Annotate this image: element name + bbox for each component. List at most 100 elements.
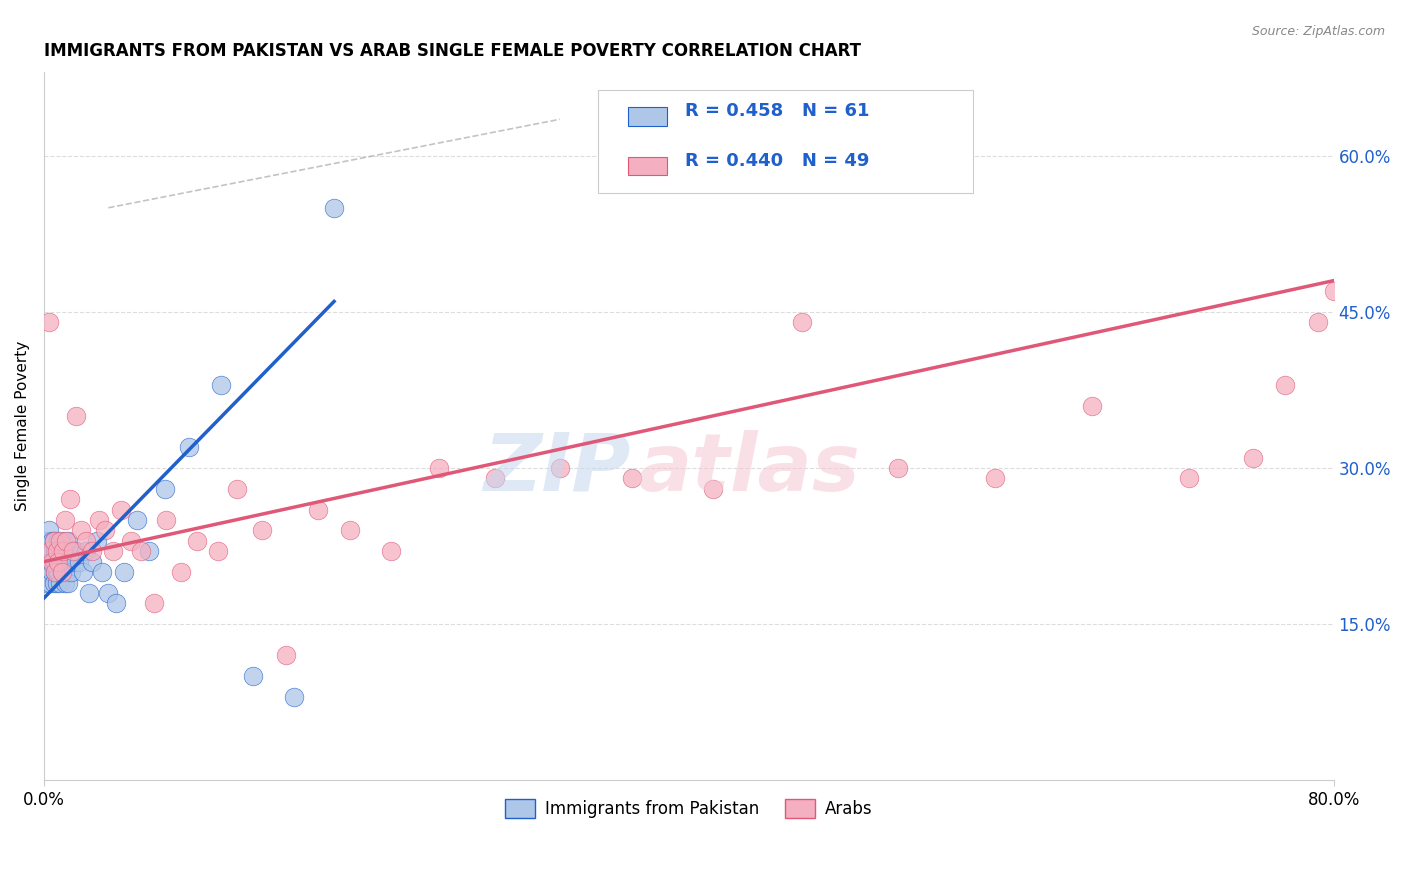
Point bbox=[42, 555, 65, 569]
Point bbox=[283, 690, 305, 704]
Point bbox=[77, 586, 100, 600]
FancyBboxPatch shape bbox=[599, 90, 973, 193]
Point bbox=[90, 565, 112, 579]
Point bbox=[70, 524, 93, 538]
Point bbox=[120, 533, 142, 548]
Point bbox=[49, 544, 72, 558]
Point bbox=[53, 575, 76, 590]
Point bbox=[65, 409, 87, 423]
Point bbox=[37, 533, 59, 548]
Point bbox=[82, 555, 104, 569]
Point bbox=[380, 544, 402, 558]
Point bbox=[49, 575, 72, 590]
Point bbox=[45, 575, 67, 590]
Point bbox=[129, 544, 152, 558]
Point bbox=[1274, 377, 1296, 392]
Point bbox=[307, 502, 329, 516]
Point bbox=[59, 492, 82, 507]
Point bbox=[45, 544, 67, 558]
Point bbox=[38, 565, 60, 579]
Point bbox=[48, 533, 70, 548]
Point bbox=[110, 502, 132, 516]
Point bbox=[52, 533, 75, 548]
Point bbox=[984, 471, 1007, 485]
Point bbox=[887, 461, 910, 475]
Point bbox=[34, 565, 56, 579]
Point bbox=[72, 565, 94, 579]
Point bbox=[39, 575, 62, 590]
Point bbox=[153, 482, 176, 496]
Text: atlas: atlas bbox=[637, 430, 860, 508]
Point bbox=[1323, 284, 1346, 298]
Point bbox=[484, 471, 506, 485]
Text: R = 0.458   N = 61: R = 0.458 N = 61 bbox=[685, 103, 869, 120]
Legend: Immigrants from Pakistan, Arabs: Immigrants from Pakistan, Arabs bbox=[499, 792, 879, 825]
Point bbox=[48, 555, 70, 569]
Point bbox=[621, 471, 644, 485]
Point bbox=[38, 544, 60, 558]
Point bbox=[41, 544, 63, 558]
Point bbox=[55, 555, 77, 569]
Point bbox=[62, 544, 84, 558]
Text: ZIP: ZIP bbox=[484, 430, 631, 508]
FancyBboxPatch shape bbox=[628, 107, 666, 126]
Point bbox=[41, 565, 63, 579]
Point bbox=[75, 544, 97, 558]
Point bbox=[97, 586, 120, 600]
Point bbox=[37, 575, 59, 590]
Point bbox=[1241, 450, 1264, 465]
Point bbox=[87, 513, 110, 527]
Point bbox=[52, 565, 75, 579]
Point bbox=[67, 555, 90, 569]
Point bbox=[45, 544, 67, 558]
Point bbox=[53, 513, 76, 527]
Point bbox=[51, 565, 73, 579]
Point bbox=[65, 544, 87, 558]
Y-axis label: Single Female Poverty: Single Female Poverty bbox=[15, 342, 30, 511]
Point bbox=[114, 565, 136, 579]
Point bbox=[339, 524, 361, 538]
Point bbox=[56, 575, 79, 590]
Point bbox=[103, 544, 125, 558]
Point bbox=[702, 482, 724, 496]
Point bbox=[242, 669, 264, 683]
Point bbox=[82, 544, 104, 558]
Point bbox=[52, 544, 75, 558]
Point bbox=[1177, 471, 1199, 485]
Text: R = 0.440   N = 49: R = 0.440 N = 49 bbox=[685, 152, 869, 169]
Point bbox=[155, 513, 177, 527]
Point bbox=[48, 565, 70, 579]
Point bbox=[51, 544, 73, 558]
Point bbox=[186, 533, 208, 548]
Point bbox=[427, 461, 450, 475]
Point bbox=[49, 555, 72, 569]
Text: Source: ZipAtlas.com: Source: ZipAtlas.com bbox=[1251, 25, 1385, 38]
Point bbox=[790, 315, 813, 329]
Point bbox=[44, 565, 66, 579]
Point bbox=[41, 555, 63, 569]
Point bbox=[39, 555, 62, 569]
Point bbox=[44, 555, 66, 569]
Point bbox=[142, 596, 165, 610]
Point bbox=[138, 544, 160, 558]
Point bbox=[1306, 315, 1329, 329]
Point bbox=[34, 544, 56, 558]
Point bbox=[1081, 399, 1104, 413]
Point bbox=[49, 533, 72, 548]
Point bbox=[59, 555, 82, 569]
Point bbox=[323, 201, 346, 215]
Point bbox=[52, 555, 75, 569]
Point bbox=[44, 544, 66, 558]
Point bbox=[45, 565, 67, 579]
Point bbox=[55, 533, 77, 548]
Point bbox=[48, 555, 70, 569]
Point bbox=[38, 315, 60, 329]
Text: IMMIGRANTS FROM PAKISTAN VS ARAB SINGLE FEMALE POVERTY CORRELATION CHART: IMMIGRANTS FROM PAKISTAN VS ARAB SINGLE … bbox=[44, 42, 860, 60]
Point bbox=[53, 544, 76, 558]
Point bbox=[42, 533, 65, 548]
Point bbox=[51, 565, 73, 579]
Point bbox=[250, 524, 273, 538]
Point bbox=[207, 544, 229, 558]
FancyBboxPatch shape bbox=[628, 157, 666, 175]
Point bbox=[177, 440, 200, 454]
